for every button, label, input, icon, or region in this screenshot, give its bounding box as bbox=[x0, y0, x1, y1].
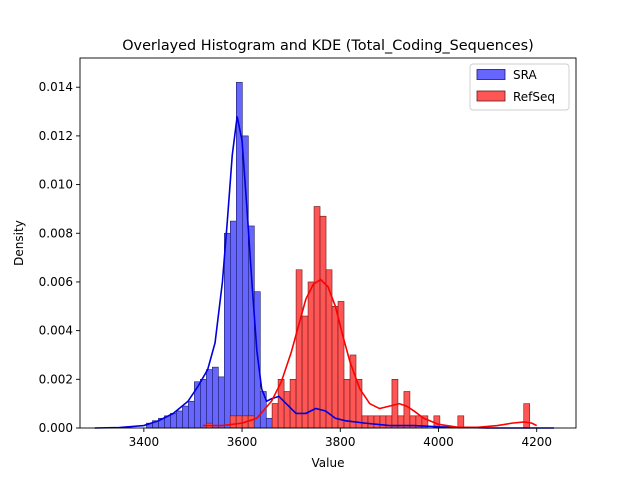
legend: SRA RefSeq bbox=[469, 63, 570, 111]
y-tick-label-4: 0.008 bbox=[39, 226, 73, 240]
sra-bar-9 bbox=[200, 379, 207, 429]
sra-bar-10 bbox=[206, 369, 213, 429]
x-tick-label-1: 3600 bbox=[227, 435, 258, 449]
y-axis-ticks: 0.000 0.002 0.004 0.006 0.008 0.010 0.012 0.014 bbox=[39, 80, 80, 435]
refseq-bar-13 bbox=[319, 215, 327, 429]
y-tick-label-2: 0.004 bbox=[39, 324, 73, 338]
sra-kde-line bbox=[94, 116, 554, 429]
sra-bar-14 bbox=[230, 220, 237, 429]
x-axis-label: Value bbox=[312, 456, 345, 470]
refseq-bar-7 bbox=[283, 391, 291, 429]
refseq-bar-22 bbox=[373, 415, 381, 429]
legend-swatch-sra bbox=[476, 69, 506, 80]
refseq-histogram-bars bbox=[206, 206, 531, 429]
sra-bar-5 bbox=[176, 410, 183, 429]
refseq-bar-5 bbox=[271, 403, 279, 429]
legend-label-sra: SRA bbox=[513, 68, 537, 82]
y-tick-label-3: 0.006 bbox=[39, 275, 73, 289]
x-axis-ticks: 3400 3600 3800 4000 4200 bbox=[129, 428, 552, 449]
sra-bar-17 bbox=[248, 225, 255, 429]
legend-swatch-refseq bbox=[476, 90, 506, 102]
refseq-bar-32 bbox=[457, 415, 465, 429]
refseq-bar-1 bbox=[229, 415, 237, 429]
y-tick-label-5: 0.010 bbox=[39, 178, 73, 192]
x-tick-label-0: 3400 bbox=[129, 435, 160, 449]
refseq-bar-27 bbox=[403, 391, 411, 429]
sra-bar-7 bbox=[188, 400, 195, 429]
refseq-bar-15 bbox=[331, 305, 339, 429]
sra-bar-11 bbox=[212, 366, 219, 429]
x-tick-label-3: 4000 bbox=[423, 435, 454, 449]
refseq-bar-4 bbox=[247, 415, 255, 429]
refseq-bar-9 bbox=[295, 269, 303, 429]
x-tick-label-2: 3800 bbox=[325, 435, 356, 449]
refseq-kde-line bbox=[202, 278, 538, 429]
sra-bar-4 bbox=[170, 413, 177, 429]
y-tick-label-0: 0.000 bbox=[39, 421, 73, 435]
y-axis-label: Density bbox=[12, 220, 26, 266]
refseq-bar-10 bbox=[301, 315, 309, 429]
legend-label-refseq: RefSeq bbox=[513, 90, 555, 104]
sra-bar-20 bbox=[265, 417, 273, 429]
refseq-bar-23 bbox=[379, 415, 387, 429]
refseq-bar-33 bbox=[523, 403, 531, 429]
y-tick-label-7: 0.014 bbox=[39, 80, 73, 94]
refseq-bar-11 bbox=[307, 281, 315, 429]
refseq-bar-21 bbox=[367, 415, 375, 429]
x-tick-label-4: 4200 bbox=[521, 435, 552, 449]
sra-bar-13 bbox=[224, 232, 231, 429]
refseq-bar-2 bbox=[235, 415, 243, 429]
y-tick-label-1: 0.002 bbox=[39, 372, 73, 386]
refseq-bar-20 bbox=[361, 415, 369, 429]
refseq-bar-8 bbox=[289, 379, 297, 429]
plot-area-frame bbox=[79, 57, 577, 429]
y-tick-label-6: 0.012 bbox=[39, 129, 73, 143]
sra-bar-12 bbox=[218, 376, 225, 429]
refseq-bar-12 bbox=[313, 206, 321, 429]
chart-title: Overlayed Histogram and KDE (Total_Codin… bbox=[122, 38, 534, 54]
sra-bar-6 bbox=[182, 405, 189, 429]
